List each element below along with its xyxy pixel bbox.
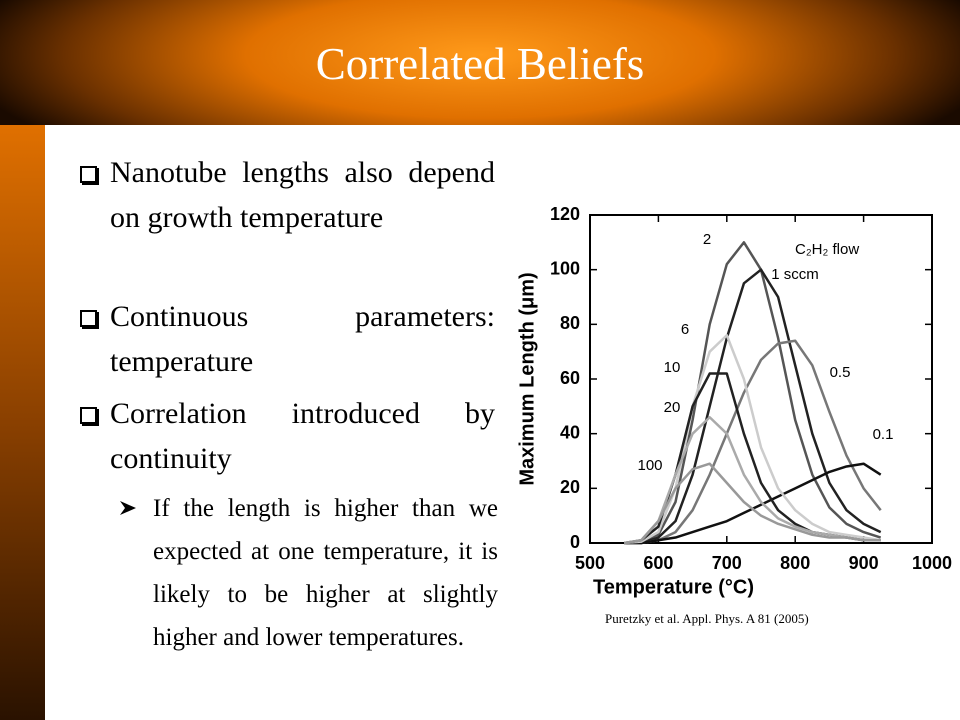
series-line	[624, 268, 882, 545]
content-area	[45, 125, 960, 720]
x-axis-label: Temperature (°C)	[593, 576, 754, 598]
x-tick-label: 900	[849, 553, 879, 573]
y-tick-label: 60	[560, 368, 580, 388]
y-tick-label: 20	[560, 477, 580, 497]
bullet: Continuous parameters: temperature	[110, 300, 495, 378]
series-label: 1 sccm	[771, 266, 819, 283]
series-label: 20	[664, 399, 681, 416]
series-label: 0.1	[873, 426, 894, 443]
x-tick-label: 600	[643, 553, 673, 573]
bullet-box	[80, 407, 97, 424]
series-label: 0.5	[830, 364, 851, 381]
x-tick-label: 1000	[912, 553, 952, 573]
y-axis-label: Maximum Length (μm)	[516, 272, 538, 485]
bullet: Correlation introduced by continuity	[110, 397, 495, 475]
series-line	[624, 416, 881, 545]
y-tick-label: 100	[550, 258, 580, 278]
series-label: 6	[681, 321, 689, 338]
x-tick-label: 500	[575, 553, 605, 573]
header-band	[0, 0, 960, 125]
slide-title: Correlated Beliefs	[315, 39, 645, 89]
x-tick-label: 800	[780, 553, 810, 573]
series-line	[624, 334, 881, 545]
plot-frame	[589, 214, 933, 544]
annotation: C₂H₂ flow	[795, 241, 859, 258]
y-tick-label: 0	[570, 532, 580, 552]
series-line	[624, 241, 882, 545]
y-tick-label: 120	[550, 204, 580, 224]
citation: Puretzky et al. Appl. Phys. A 81 (2005)	[605, 611, 809, 626]
sub-bullet-arrow	[120, 501, 136, 515]
y-tick-label: 40	[560, 422, 580, 442]
series-label: 100	[637, 457, 662, 474]
series-label: 10	[664, 359, 681, 376]
series-label: 2	[703, 231, 711, 248]
series-line	[624, 462, 881, 545]
y-tick-label: 80	[560, 313, 580, 333]
bullet-box	[80, 310, 97, 327]
bullet: Nanotube lengths also depend on growth t…	[110, 156, 495, 234]
series-line	[624, 339, 882, 545]
x-tick-label: 700	[712, 553, 742, 573]
sub-bullet: If the length is higher than we expected…	[153, 495, 498, 651]
bullet-box	[80, 166, 97, 183]
side-band	[0, 125, 45, 720]
